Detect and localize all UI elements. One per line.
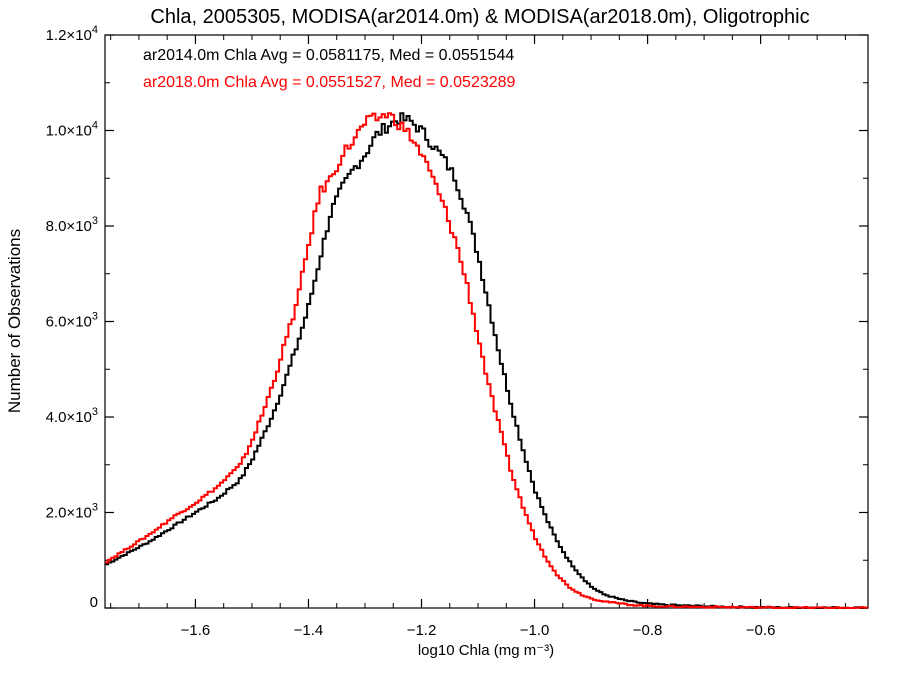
y-tick-label-base: 8.0×10 [46,218,92,235]
x-tick-label: −1.6 [181,622,211,639]
y-tick-label: 6.0×103 [46,311,98,331]
x-tick-label: −1.2 [407,622,437,639]
series-layer [105,112,868,609]
y-tick-label-exponent: 3 [92,311,98,323]
y-tick-label-exponent: 3 [92,406,98,418]
x-tick-label: −0.6 [746,622,776,639]
plot-frame [104,34,869,609]
histogram-series-1 [105,112,868,609]
y-tick-label-exponent: 4 [92,120,98,132]
y-tick-label-base: 6.0×10 [46,314,92,331]
chart-title: Chla, 2005305, MODISA(ar2014.0m) & MODIS… [150,6,809,28]
x-tick-label: −1.0 [520,622,550,639]
y-tick-label-exponent: 3 [92,215,98,227]
x-tick-label: −1.4 [294,622,324,639]
histogram-series-2 [105,112,868,609]
x-axis: −1.6 −1.4 −1.2 −1.0 −0.8 −0.6 [110,35,846,639]
x-axis-label: log10 Chla (mg m⁻³) [418,642,554,659]
y-tick-label: 0 [90,594,98,611]
y-tick-label-base: 4.0×10 [46,409,92,426]
y-tick-label-exponent: 3 [92,502,98,514]
y-tick-label-base: 1.0×10 [46,123,92,140]
y-tick-label-base: 1.2×10 [46,27,92,44]
y-tick-label: 1.0×104 [46,120,98,140]
y-axis-label: Number of Observations [5,229,24,413]
y-tick-label-base: 0 [90,594,98,611]
y-tick-label: 2.0×103 [46,502,98,522]
y-tick-label: 8.0×103 [46,215,98,235]
x-tick-label: −0.8 [633,622,663,639]
y-tick-label: 1.2×104 [46,24,98,44]
annotations: ar2014.0m Chla Avg = 0.0581175, Med = 0.… [143,47,516,91]
annotation-text: ar2018.0m Chla Avg = 0.0551527, Med = 0.… [143,74,516,91]
y-axis: 02.0×1034.0×1036.0×1038.0×1031.0×1041.2×… [46,24,868,611]
y-tick-label: 4.0×103 [46,406,98,426]
annotation-text: ar2014.0m Chla Avg = 0.0581175, Med = 0.… [143,47,514,64]
y-tick-label-base: 2.0×10 [46,505,92,522]
y-tick-label-exponent: 4 [92,24,98,36]
